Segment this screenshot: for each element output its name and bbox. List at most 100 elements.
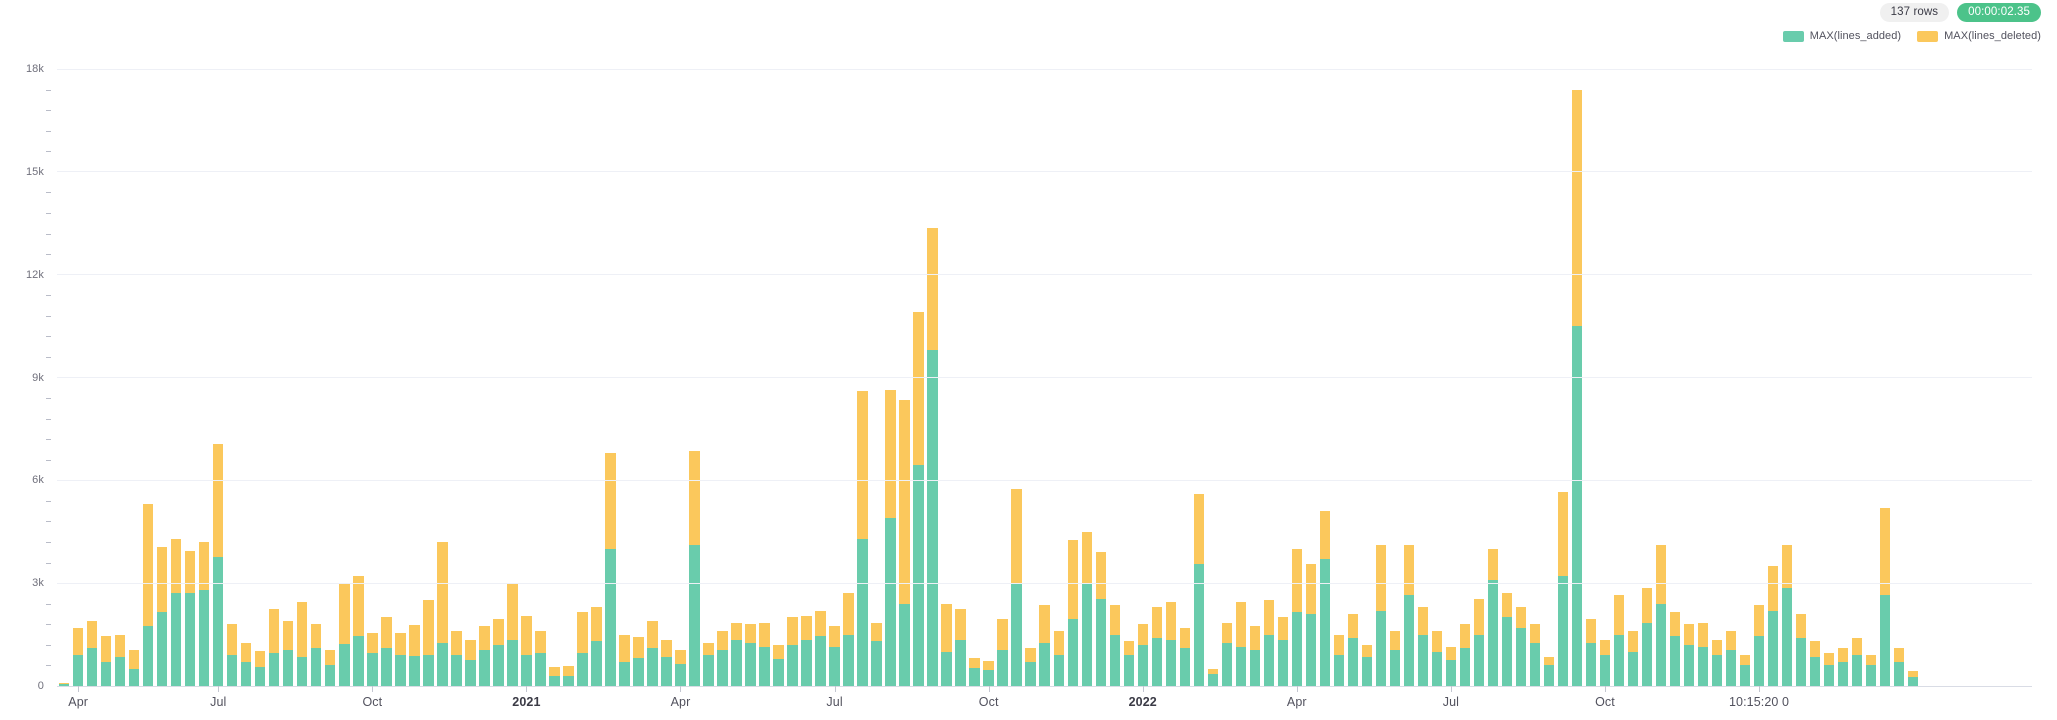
bar-column[interactable]	[1389, 631, 1401, 686]
bar-segment-lines-added[interactable]	[1599, 655, 1611, 686]
bar-segment-lines-deleted[interactable]	[1739, 655, 1751, 666]
bar-column[interactable]	[1571, 89, 1583, 686]
bar-segment-lines-added[interactable]	[1795, 638, 1807, 686]
bar-segment-lines-deleted[interactable]	[213, 444, 224, 558]
bar-segment-lines-deleted[interactable]	[1781, 545, 1793, 589]
bar-segment-lines-deleted[interactable]	[479, 626, 490, 651]
bar-segment-lines-deleted[interactable]	[1277, 617, 1288, 640]
bar-column[interactable]	[325, 650, 336, 686]
bar-column[interactable]	[465, 639, 476, 686]
bar-segment-lines-deleted[interactable]	[1025, 648, 1036, 663]
bar-segment-lines-deleted[interactable]	[759, 622, 770, 647]
bar-column[interactable]	[171, 538, 182, 686]
bar-segment-lines-deleted[interactable]	[367, 632, 378, 654]
bar-segment-lines-added[interactable]	[1655, 603, 1667, 686]
bar-segment-lines-added[interactable]	[787, 644, 798, 686]
bar-segment-lines-added[interactable]	[171, 593, 182, 686]
bar-segment-lines-added[interactable]	[493, 644, 504, 686]
bar-column[interactable]	[1697, 622, 1709, 686]
bar-segment-lines-added[interactable]	[367, 653, 378, 686]
bar-column[interactable]	[73, 627, 84, 686]
bar-segment-lines-deleted[interactable]	[101, 636, 112, 663]
bar-segment-lines-deleted[interactable]	[1151, 607, 1162, 639]
bar-segment-lines-added[interactable]	[871, 641, 882, 686]
bar-segment-lines-added[interactable]	[1907, 677, 1919, 686]
bar-segment-lines-deleted[interactable]	[899, 399, 910, 604]
bar-column[interactable]	[675, 650, 686, 686]
bar-column[interactable]	[1445, 646, 1457, 686]
bar-segment-lines-deleted[interactable]	[381, 617, 392, 649]
legend-item-lines_deleted[interactable]: MAX(lines_deleted)	[1917, 30, 2041, 42]
bar-segment-lines-deleted[interactable]	[1095, 552, 1106, 599]
bar-segment-lines-added[interactable]	[1291, 612, 1302, 686]
bar-segment-lines-deleted[interactable]	[1557, 492, 1569, 577]
bar-segment-lines-added[interactable]	[157, 612, 168, 686]
bar-segment-lines-added[interactable]	[101, 662, 112, 686]
bar-segment-lines-deleted[interactable]	[521, 615, 532, 656]
bar-column[interactable]	[1557, 492, 1569, 686]
bar-segment-lines-deleted[interactable]	[185, 550, 196, 594]
bar-segment-lines-added[interactable]	[1697, 646, 1709, 686]
bar-segment-lines-added[interactable]	[647, 648, 658, 686]
bar-segment-lines-deleted[interactable]	[1011, 488, 1022, 584]
bar-segment-lines-deleted[interactable]	[241, 643, 252, 663]
bar-column[interactable]	[1501, 593, 1513, 686]
bar-segment-lines-deleted[interactable]	[885, 389, 896, 519]
bar-segment-lines-deleted[interactable]	[409, 625, 420, 656]
bar-segment-lines-deleted[interactable]	[199, 542, 210, 591]
bar-segment-lines-added[interactable]	[451, 655, 462, 686]
bar-segment-lines-deleted[interactable]	[1109, 605, 1120, 635]
bar-segment-lines-added[interactable]	[1753, 636, 1765, 686]
bar-segment-lines-deleted[interactable]	[563, 666, 574, 676]
bar-column[interactable]	[1137, 624, 1148, 686]
bar-column[interactable]	[115, 634, 126, 686]
bar-segment-lines-deleted[interactable]	[1823, 653, 1835, 666]
bar-column[interactable]	[843, 593, 854, 686]
bar-segment-lines-added[interactable]	[1683, 644, 1695, 686]
bar-segment-lines-added[interactable]	[423, 655, 434, 686]
bar-segment-lines-added[interactable]	[633, 657, 644, 686]
bar-segment-lines-deleted[interactable]	[437, 542, 448, 644]
bar-segment-lines-deleted[interactable]	[661, 639, 672, 657]
bar-segment-lines-added[interactable]	[1403, 595, 1415, 686]
bar-segment-lines-added[interactable]	[1067, 619, 1078, 686]
bar-column[interactable]	[535, 631, 546, 686]
bar-segment-lines-added[interactable]	[717, 650, 728, 686]
bar-segment-lines-deleted[interactable]	[1641, 588, 1653, 623]
bar-segment-lines-added[interactable]	[885, 518, 896, 686]
bar-segment-lines-deleted[interactable]	[1515, 607, 1527, 628]
bar-column[interactable]	[101, 636, 112, 686]
bar-segment-lines-deleted[interactable]	[1627, 631, 1639, 652]
bar-column[interactable]	[997, 619, 1008, 686]
bar-segment-lines-deleted[interactable]	[171, 538, 182, 594]
bar-column[interactable]	[969, 657, 980, 686]
bar-segment-lines-deleted[interactable]	[1879, 507, 1891, 596]
bar-segment-lines-added[interactable]	[941, 651, 952, 686]
bar-column[interactable]	[1333, 634, 1344, 686]
bar-segment-lines-deleted[interactable]	[1403, 545, 1415, 596]
bar-segment-lines-added[interactable]	[619, 662, 630, 686]
bar-segment-lines-added[interactable]	[227, 655, 238, 686]
bar-segment-lines-added[interactable]	[689, 545, 700, 686]
bar-column[interactable]	[1767, 566, 1779, 686]
bar-segment-lines-added[interactable]	[1627, 651, 1639, 686]
bar-segment-lines-deleted[interactable]	[731, 622, 742, 640]
bar-column[interactable]	[927, 228, 938, 686]
bar-segment-lines-deleted[interactable]	[1865, 655, 1877, 666]
bar-column[interactable]	[1221, 622, 1232, 686]
bar-segment-lines-added[interactable]	[997, 650, 1008, 686]
bar-column[interactable]	[507, 583, 518, 686]
bar-segment-lines-deleted[interactable]	[913, 312, 924, 465]
bar-column[interactable]	[1865, 655, 1877, 686]
bar-segment-lines-added[interactable]	[829, 646, 840, 686]
bar-column[interactable]	[913, 312, 924, 686]
bar-segment-lines-added[interactable]	[1487, 579, 1499, 686]
bar-column[interactable]	[1641, 588, 1653, 686]
bar-segment-lines-deleted[interactable]	[1291, 548, 1302, 613]
bar-segment-lines-added[interactable]	[1431, 651, 1443, 686]
bar-column[interactable]	[633, 637, 644, 686]
bar-segment-lines-added[interactable]	[773, 658, 784, 686]
bar-segment-lines-added[interactable]	[1333, 655, 1344, 686]
bar-segment-lines-added[interactable]	[535, 653, 546, 686]
bar-column[interactable]	[1809, 641, 1821, 686]
